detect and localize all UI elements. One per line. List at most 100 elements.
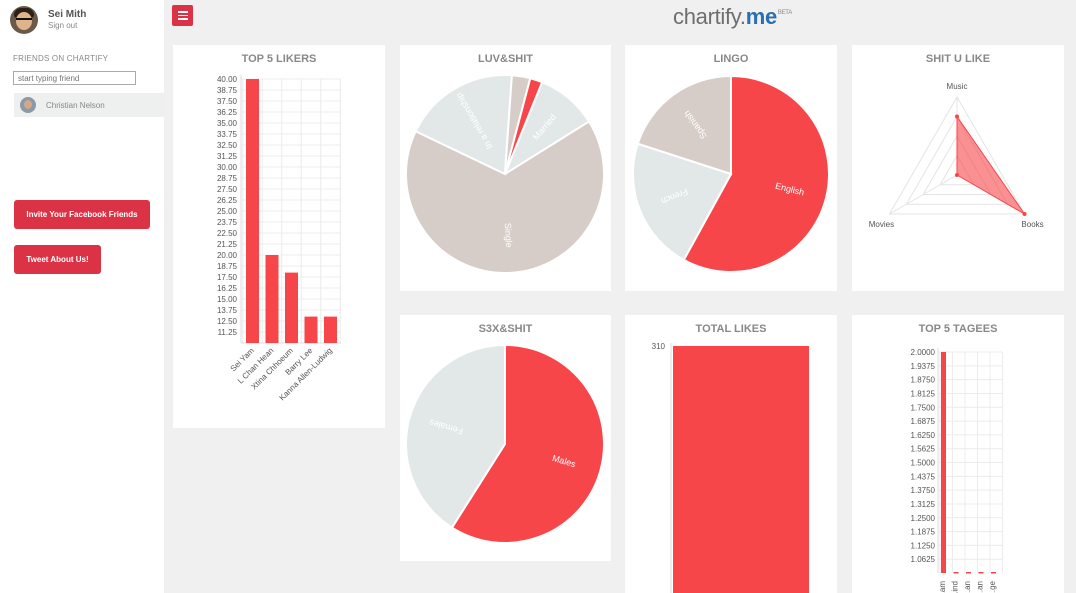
y-tick-label: 1.4375 bbox=[911, 472, 936, 481]
y-tick-label: 30.00 bbox=[217, 163, 238, 172]
y-tick-label: 1.6250 bbox=[911, 431, 936, 440]
y-tick-label: 1.9375 bbox=[911, 362, 936, 371]
sidebar: Sei Mith Sign out FRIENDS ON CHARTIFY Ch… bbox=[0, 0, 164, 593]
top-5-likers-chart: 40.00 38.75 37.50 36.25 35.00 33.75 32.50 31.25… bbox=[217, 75, 341, 402]
y-tick-label: 22.50 bbox=[217, 229, 238, 238]
pie-slice bbox=[632, 142, 733, 262]
tweet-about-us-button[interactable]: Tweet About Us! bbox=[14, 245, 101, 274]
top-5-tagees-chart: 2.0000 1.9375 1.8750 1.8125 1.7500 1.6875 1.62… bbox=[911, 348, 1003, 593]
brand-logo: chartify.meBETA bbox=[673, 4, 792, 29]
y-tick-label: 38.75 bbox=[217, 86, 238, 95]
y-tick-label: 35.00 bbox=[217, 119, 238, 128]
card-luv: LUV&SHIT Married Single In a relationship bbox=[400, 45, 611, 291]
y-tick-label: 32.50 bbox=[217, 141, 238, 150]
bar bbox=[966, 572, 971, 574]
radar-spoke bbox=[889, 174, 958, 215]
y-tick-label: 18.75 bbox=[217, 262, 238, 271]
radar-axis-label: Movies bbox=[869, 220, 894, 229]
hamburger-icon bbox=[177, 11, 188, 13]
radar-point bbox=[1022, 212, 1027, 216]
card-title: SHIT U LIKE bbox=[925, 53, 991, 65]
bar bbox=[941, 352, 946, 573]
card-title: S3X&SHIT bbox=[478, 323, 533, 335]
y-tick-label: 17.50 bbox=[217, 273, 238, 282]
avatar[interactable] bbox=[10, 6, 38, 34]
y-tick-label: 28.75 bbox=[217, 174, 238, 183]
y-tick-label: 11.25 bbox=[218, 328, 238, 337]
y-tick-label: 1.8125 bbox=[911, 389, 936, 398]
y-tick-label: 1.5625 bbox=[911, 445, 936, 454]
x-tick-label: ...am bbox=[938, 581, 947, 593]
pie-slice bbox=[405, 343, 506, 529]
pie-slice bbox=[504, 77, 544, 175]
bar bbox=[953, 572, 959, 574]
card-title: TOTAL LIKES bbox=[695, 323, 767, 335]
card-s3x: S3X&SHIT Males Females bbox=[400, 315, 611, 561]
y-tick-label: 310 bbox=[652, 342, 666, 351]
y-tick-label: 16.25 bbox=[217, 284, 238, 293]
friend-name: Christian Nelson bbox=[46, 100, 105, 110]
radar-grid bbox=[888, 96, 1026, 215]
radar-axis-label: Music bbox=[947, 82, 968, 91]
card-title: LINGO bbox=[713, 53, 749, 65]
friend-list-item[interactable]: Christian Nelson bbox=[14, 93, 164, 117]
card-top-5-tagees: TOP 5 TAGEES 2.0000 1.9375 1.8750 1.8125 1.7… bbox=[852, 315, 1064, 593]
y-tick-label: 1.3750 bbox=[911, 486, 936, 495]
radar-axis-label: Books bbox=[1021, 220, 1043, 229]
y-tick-label: 1.5000 bbox=[911, 459, 936, 468]
x-tick-label: ...ge bbox=[988, 580, 997, 593]
total-likes-chart: 310 bbox=[652, 342, 809, 593]
y-tick-label: 31.25 bbox=[217, 152, 238, 161]
bar bbox=[246, 79, 259, 343]
friend-search-input[interactable] bbox=[13, 71, 136, 85]
shit-u-like-radar-chart: Music Books Movies bbox=[869, 82, 1044, 229]
card-title: TOP 5 TAGEES bbox=[918, 323, 998, 335]
pie-slice bbox=[450, 343, 605, 544]
y-tick-label: 21.25 bbox=[217, 240, 238, 249]
y-tick-label: 12.50 bbox=[217, 317, 238, 326]
card-title: LUV&SHIT bbox=[478, 53, 533, 65]
friend-avatar bbox=[20, 97, 36, 113]
user-profile: Sei Mith Sign out bbox=[10, 6, 86, 34]
y-tick-label: 1.6875 bbox=[911, 417, 936, 426]
y-tick-label: 25.00 bbox=[217, 207, 238, 216]
y-tick-label: 2.0000 bbox=[911, 348, 936, 357]
bar bbox=[991, 572, 996, 574]
y-tick-label: 1.1875 bbox=[911, 528, 936, 537]
bar bbox=[304, 316, 318, 343]
card-top-5-likers: TOP 5 LIKERS 40.00 38.75 37.50 36.25 35.00 33… bbox=[173, 45, 385, 428]
card-lingo: LINGO English French Spanish bbox=[625, 45, 837, 291]
bar bbox=[285, 272, 298, 343]
y-tick-label: 15.00 bbox=[217, 295, 238, 304]
y-tick-label: 40.00 bbox=[217, 75, 238, 84]
friends-label: FRIENDS ON CHARTIFY bbox=[13, 54, 109, 63]
x-tick-label: ...an bbox=[976, 581, 985, 593]
x-tick-label: ...ind bbox=[951, 581, 960, 593]
y-tick-label: 23.75 bbox=[217, 218, 238, 227]
y-tick-label: 1.2500 bbox=[911, 514, 936, 523]
invite-facebook-friends-button[interactable]: Invite Your Facebook Friends bbox=[14, 200, 150, 229]
radar-point bbox=[955, 114, 959, 119]
y-tick-label: 1.7500 bbox=[911, 403, 936, 412]
y-tick-label: 33.75 bbox=[217, 130, 238, 139]
pie-slice bbox=[682, 74, 830, 273]
y-tick-label: 37.50 bbox=[217, 97, 238, 106]
x-tick-label: ...an bbox=[963, 581, 972, 593]
y-tick-label: 1.3125 bbox=[911, 500, 936, 509]
card-title: TOP 5 LIKERS bbox=[241, 53, 317, 65]
pie-label: Single bbox=[503, 223, 514, 249]
pie-slice bbox=[636, 74, 732, 176]
radar-point bbox=[955, 173, 959, 177]
radar-area bbox=[956, 114, 1025, 215]
card-shit-u-like: SHIT U LIKE Music Books Movies bbox=[852, 45, 1064, 291]
signout-link[interactable]: Sign out bbox=[48, 21, 78, 30]
bar bbox=[978, 572, 984, 574]
y-tick-label: 26.25 bbox=[217, 196, 238, 205]
y-tick-label: 1.1250 bbox=[911, 541, 936, 550]
menu-toggle-button[interactable] bbox=[172, 5, 193, 26]
bar bbox=[324, 316, 337, 343]
pie-slice bbox=[414, 74, 513, 176]
